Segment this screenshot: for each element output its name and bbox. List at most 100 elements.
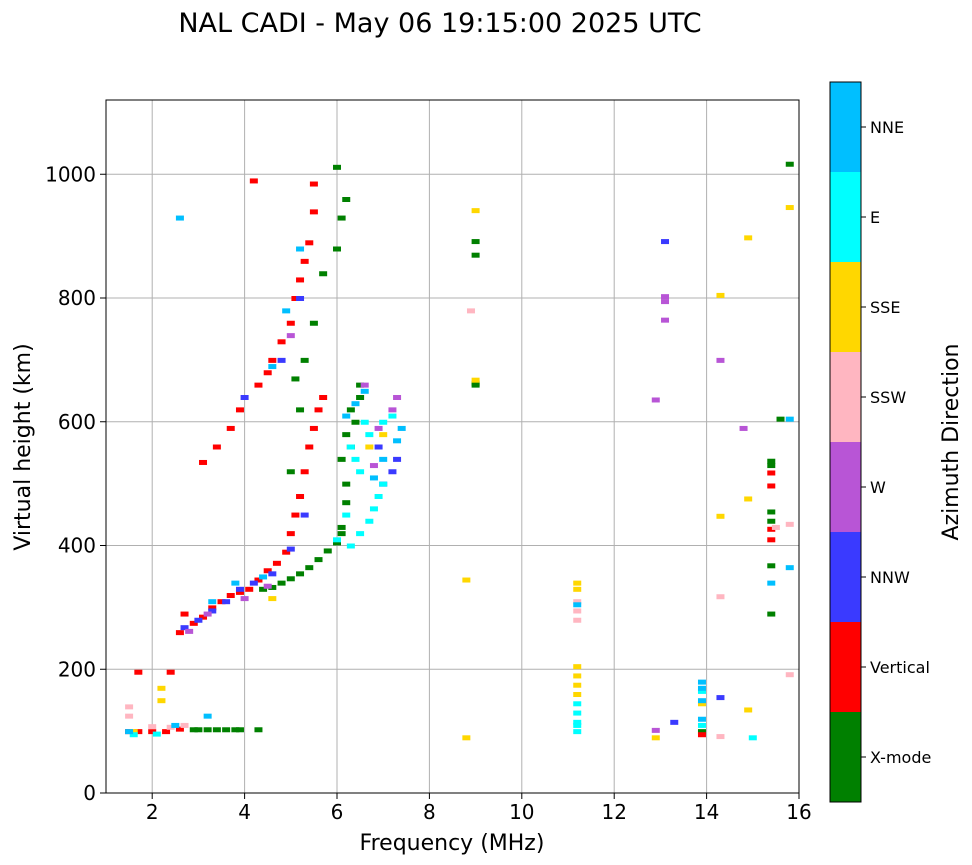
data-point-x-mode xyxy=(776,416,785,422)
data-point-ssw xyxy=(785,672,794,678)
data-point-e xyxy=(697,722,706,728)
data-point-x-mode xyxy=(222,727,231,733)
data-point-vertical xyxy=(309,209,318,215)
x-tick-label: 6 xyxy=(331,800,344,824)
data-point-vertical xyxy=(697,732,706,738)
data-point-sse xyxy=(365,444,374,450)
data-point-e xyxy=(356,531,365,537)
data-point-x-mode xyxy=(337,456,346,462)
data-point-nne xyxy=(231,580,240,586)
data-point-x-mode xyxy=(767,463,776,469)
data-point-vertical xyxy=(282,549,291,555)
data-point-vertical xyxy=(296,494,305,499)
data-point-nne xyxy=(342,413,351,419)
data-point-x-mode xyxy=(254,727,263,733)
colorbar-segment xyxy=(830,442,861,532)
grid xyxy=(106,100,800,794)
data-point-x-mode xyxy=(356,382,365,388)
y-tick-label: 200 xyxy=(58,657,96,681)
data-point-x-mode xyxy=(351,419,360,425)
data-point-sse xyxy=(573,692,582,697)
data-point-vertical xyxy=(767,526,776,532)
data-point-x-mode xyxy=(231,727,240,733)
data-point-w xyxy=(393,395,402,400)
data-point-vertical xyxy=(263,370,272,376)
data-point-vertical xyxy=(767,537,776,543)
colorbar-segment xyxy=(830,712,861,802)
data-point-e xyxy=(369,506,378,512)
data-point-x-mode xyxy=(291,376,300,382)
data-point-nne xyxy=(208,599,217,605)
data-point-w xyxy=(651,727,660,733)
y-axis-ticks: 0 200 400 600 800 1000 xyxy=(45,162,106,805)
colorbar-tick-label: NNW xyxy=(870,568,910,587)
data-point-x-mode xyxy=(337,215,346,221)
data-point-sse xyxy=(157,685,166,691)
data-point-sse xyxy=(716,292,725,298)
data-point-vertical xyxy=(245,586,254,592)
data-point-w xyxy=(374,425,383,431)
colorbar-segment xyxy=(830,82,861,172)
data-point-x-mode xyxy=(342,432,351,438)
data-point-nnw xyxy=(180,625,189,631)
data-point-x-mode xyxy=(268,584,277,590)
data-point-sse xyxy=(157,698,166,704)
data-point-vertical xyxy=(235,589,244,595)
data-point-nnw xyxy=(222,599,231,605)
data-point-nne xyxy=(785,416,794,422)
data-point-w xyxy=(360,382,369,388)
colorbar: X-mode Vertical NNW W SSW SSE E NNE xyxy=(829,81,931,803)
data-point-nne xyxy=(393,438,402,444)
data-point-x-mode xyxy=(189,727,198,733)
data-point-vertical xyxy=(767,470,776,476)
data-point-e xyxy=(379,419,388,425)
data-point-e xyxy=(346,444,355,450)
data-point-nne xyxy=(125,729,134,735)
data-point-vertical xyxy=(309,425,318,431)
data-point-ssw xyxy=(166,724,175,730)
data-point-x-mode xyxy=(309,320,318,326)
data-point-vertical xyxy=(235,407,244,413)
data-point-x-mode xyxy=(342,197,351,202)
data-point-w xyxy=(716,357,725,363)
data-point-x-mode xyxy=(212,727,221,733)
data-point-vertical xyxy=(226,593,235,598)
data-point-x-mode xyxy=(203,727,212,733)
data-point-nnw xyxy=(235,586,244,592)
data-point-vertical xyxy=(291,512,300,518)
data-point-nne xyxy=(268,364,277,370)
data-point-e xyxy=(379,481,388,487)
data-point-vertical xyxy=(767,483,776,489)
data-point-w xyxy=(651,397,660,403)
data-point-e xyxy=(365,518,374,524)
data-point-x-mode xyxy=(277,580,286,586)
data-point-ssw xyxy=(573,599,582,605)
data-point-vertical xyxy=(300,258,309,264)
data-point-sse xyxy=(471,377,480,383)
data-point-sse xyxy=(651,735,660,741)
y-tick-label: 400 xyxy=(58,534,96,558)
data-point-nne xyxy=(175,215,184,221)
data-point-ssw xyxy=(785,521,794,527)
data-point-x-mode xyxy=(286,576,295,582)
data-point-w xyxy=(263,583,272,589)
data-point-x-mode xyxy=(333,246,341,252)
colorbar-label: Azimuth Direction xyxy=(939,343,964,540)
data-point-nnw xyxy=(388,469,397,475)
data-point-vertical xyxy=(314,407,323,413)
plot-area-frame xyxy=(105,99,800,794)
data-point-ssw xyxy=(716,734,725,740)
data-point-x-mode xyxy=(286,469,295,475)
y-tick-label: 1000 xyxy=(45,162,96,186)
data-point-vertical xyxy=(268,357,277,363)
data-point-e xyxy=(346,543,355,549)
data-point-sse xyxy=(785,205,794,211)
data-point-nne xyxy=(767,580,776,586)
colorbar-segment xyxy=(830,622,861,712)
data-point-vertical xyxy=(263,568,272,574)
data-point-vertical xyxy=(249,178,258,184)
data-point-nnw xyxy=(296,296,305,301)
data-point-x-mode xyxy=(471,252,480,258)
x-tick-label: 2 xyxy=(146,800,159,824)
